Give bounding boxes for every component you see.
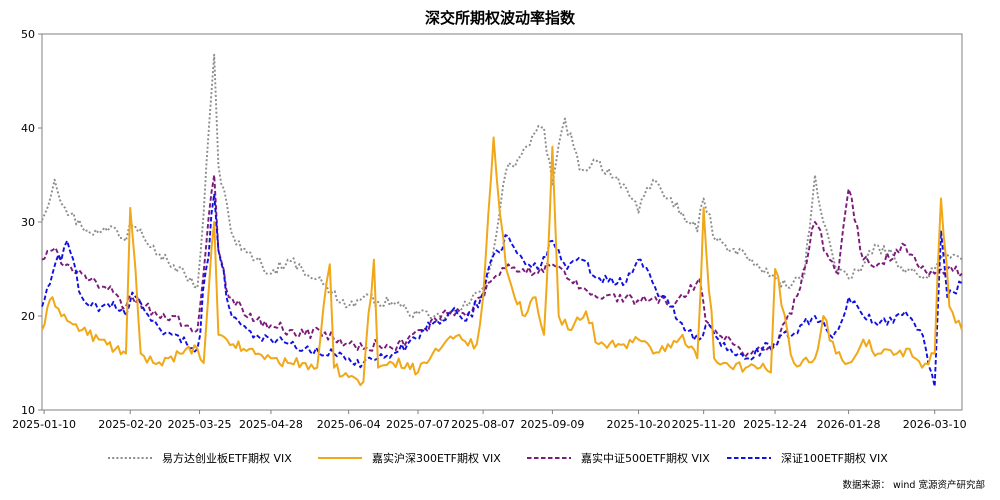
x-tick-label: 2025-09-09 xyxy=(520,418,584,431)
y-tick-label: 30 xyxy=(21,216,35,229)
chart-title: 深交所期权波动率指数 xyxy=(425,9,576,27)
y-axis: 10 20 30 40 50 xyxy=(21,28,42,417)
legend-label: 易方达创业板ETF期权 VIX xyxy=(162,451,292,465)
x-tick-label: 2025-03-25 xyxy=(168,418,232,431)
x-tick-label: 2025-08-07 xyxy=(451,418,515,431)
legend-label: 嘉实中证500ETF期权 VIX xyxy=(581,451,710,465)
series-line-4 xyxy=(41,192,963,388)
y-tick-label: 20 xyxy=(21,310,35,323)
x-tick-label: 2026-03-10 xyxy=(903,418,967,431)
x-tick-label: 2025-06-04 xyxy=(317,418,381,431)
x-tick-label: 2025-12-24 xyxy=(743,418,807,431)
series-line-3 xyxy=(41,174,963,359)
series-line-1 xyxy=(41,53,963,322)
y-tick-label: 10 xyxy=(21,404,35,417)
x-tick-label: 2026-01-28 xyxy=(817,418,881,431)
x-axis: 2025-01-10 2025-02-20 2025-03-25 2025-04-28… xyxy=(12,410,967,431)
x-tick-label: 2025-07-07 xyxy=(386,418,450,431)
x-tick-label: 2025-01-10 xyxy=(12,418,76,431)
legend-label: 深证100ETF期权 VIX xyxy=(781,452,888,465)
legend: 易方达创业板ETF期权 VIX 嘉实沪深300ETF期权 VIX 嘉实中证500ET… xyxy=(108,451,888,465)
x-tick-label: 2025-10-20 xyxy=(607,418,671,431)
x-tick-label: 2025-02-20 xyxy=(98,418,162,431)
series-layer xyxy=(41,53,963,388)
legend-label: 嘉实沪深300ETF期权 VIX xyxy=(372,451,501,465)
source-note: 数据来源： wind 宽源资产研究部 xyxy=(842,479,985,491)
series-line-2 xyxy=(41,136,963,387)
y-tick-label: 50 xyxy=(21,28,35,41)
x-tick-label: 2025-04-28 xyxy=(239,418,303,431)
x-tick-label: 2025-11-20 xyxy=(672,418,736,431)
y-tick-label: 40 xyxy=(21,122,35,135)
